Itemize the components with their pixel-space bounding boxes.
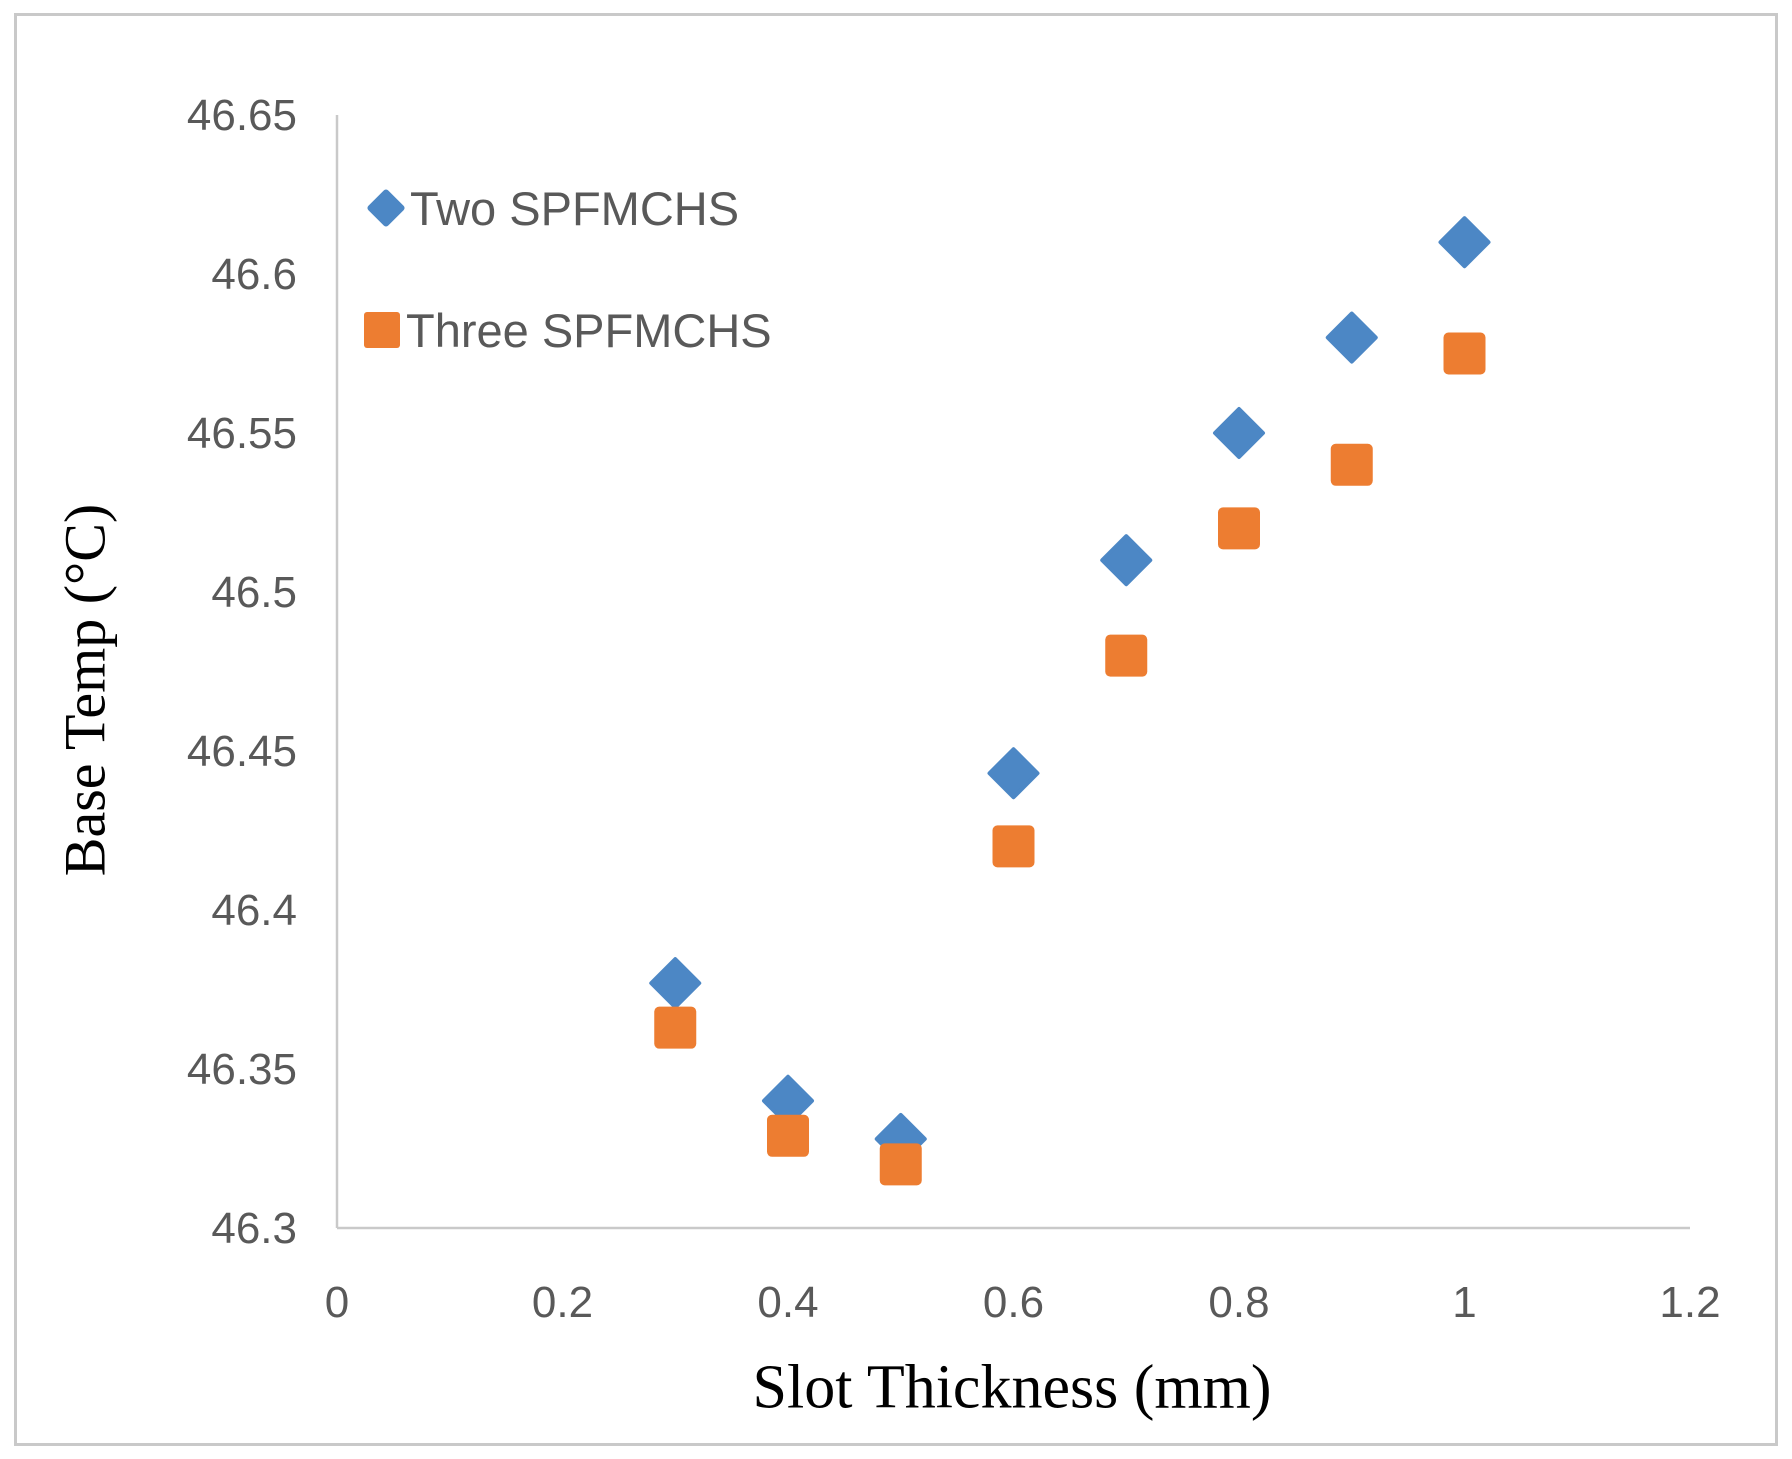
data-point-two-spfmchs bbox=[1213, 407, 1265, 459]
x-tick-label: 1 bbox=[1452, 1278, 1476, 1327]
x-tick-label: 0.4 bbox=[757, 1278, 818, 1327]
data-point-three-spfmchs bbox=[879, 1143, 922, 1186]
legend-item-three-spfmchs: Three SPFMCHS bbox=[360, 300, 772, 360]
data-point-two-spfmchs bbox=[1438, 216, 1491, 269]
y-tick-label: 46.3 bbox=[211, 1204, 297, 1253]
data-point-three-spfmchs bbox=[1218, 507, 1260, 550]
y-tick-label: 46.5 bbox=[211, 568, 297, 617]
x-axis-title: Slot Thickness (mm) bbox=[752, 1353, 1272, 1422]
legend-square-icon bbox=[364, 312, 400, 348]
data-point-two-spfmchs bbox=[1100, 534, 1153, 587]
x-tick-label: 1.2 bbox=[1659, 1278, 1720, 1327]
x-tick-label: 0 bbox=[325, 1278, 349, 1327]
legend-label: Three SPFMCHS bbox=[406, 303, 772, 357]
data-point-two-spfmchs bbox=[649, 957, 702, 1010]
y-tick-label: 46.55 bbox=[187, 409, 297, 458]
y-tick-label: 46.45 bbox=[187, 727, 297, 776]
data-point-two-spfmchs bbox=[1325, 311, 1378, 364]
figure-border bbox=[14, 13, 1778, 1446]
data-point-three-spfmchs bbox=[992, 825, 1035, 868]
data-point-three-spfmchs bbox=[1330, 443, 1373, 486]
y-axis-title: Base Temp (°C) bbox=[52, 503, 118, 877]
y-tick-label: 46.6 bbox=[211, 250, 297, 299]
legend-diamond-icon bbox=[366, 188, 406, 228]
x-tick-label: 0.6 bbox=[983, 1278, 1044, 1327]
data-point-two-spfmchs bbox=[987, 747, 1040, 800]
data-point-three-spfmchs bbox=[767, 1114, 809, 1157]
legend-item-two-spfmchs: Two SPFMCHS bbox=[364, 178, 739, 238]
x-tick-label: 0.8 bbox=[1208, 1278, 1269, 1327]
y-tick-label: 46.4 bbox=[211, 886, 297, 935]
data-point-three-spfmchs bbox=[1443, 332, 1486, 375]
y-tick-label: 46.35 bbox=[187, 1045, 297, 1094]
y-tick-label: 46.65 bbox=[187, 91, 297, 140]
data-point-three-spfmchs bbox=[1105, 634, 1148, 677]
x-tick-label: 0.2 bbox=[532, 1278, 593, 1327]
data-point-three-spfmchs bbox=[654, 1006, 697, 1049]
legend-label: Two SPFMCHS bbox=[410, 181, 740, 235]
